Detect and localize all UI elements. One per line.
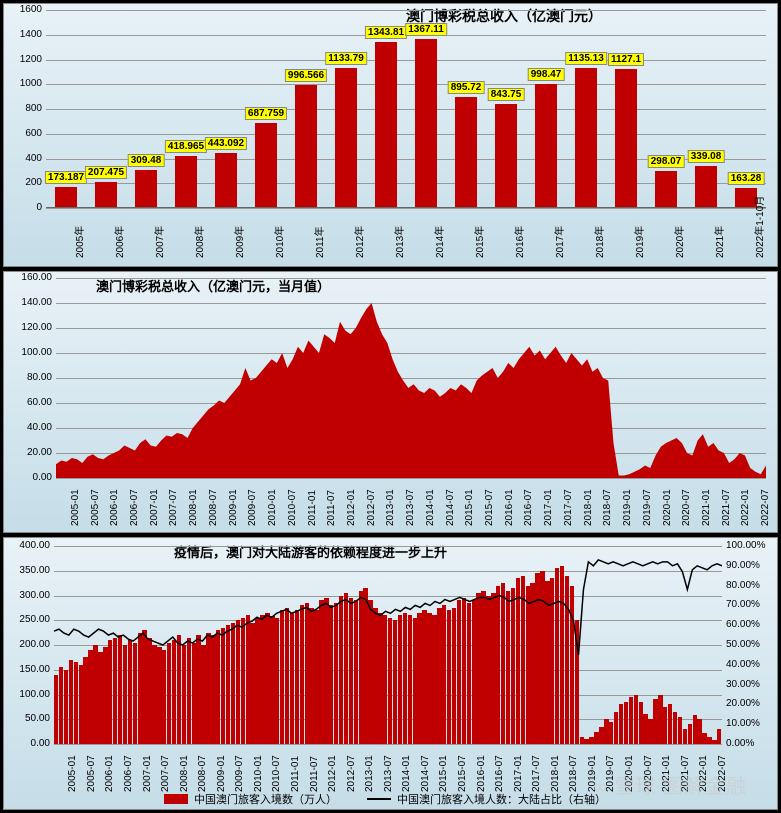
visitor-dependency-chart: 疫情后，澳门对大陆游客的依赖程度进一步上升0.0050.00100.00150.… [3, 537, 778, 810]
annual-tax-revenue-chart: 澳门博彩税总收入（亿澳门元）02004006008001000120014001… [3, 3, 778, 267]
monthly-tax-revenue-chart: 澳门博彩税总收入（亿澳门元，当月值）0.0020.0040.0060.0080.… [3, 271, 778, 533]
